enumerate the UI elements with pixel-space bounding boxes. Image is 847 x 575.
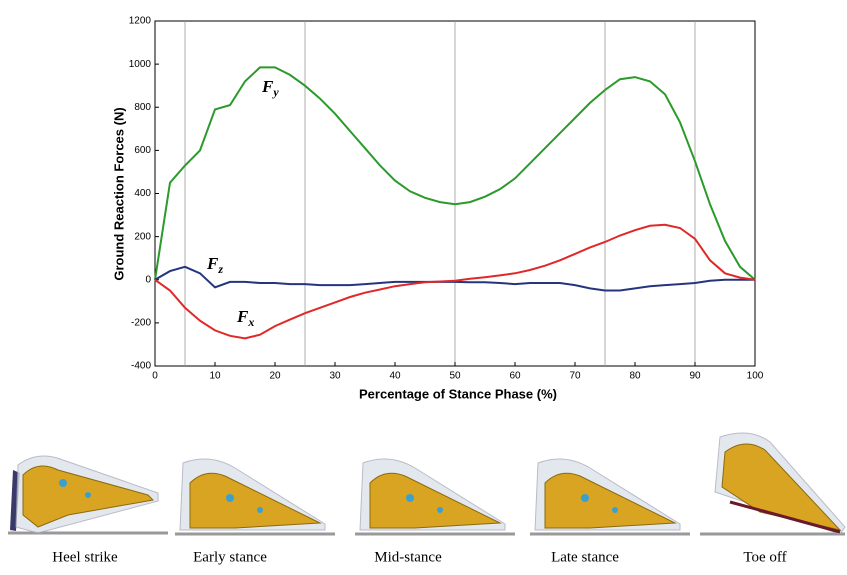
x-tick-label: 0 bbox=[152, 371, 158, 382]
x-tick-label: 100 bbox=[747, 371, 764, 382]
foot-illustrations bbox=[8, 433, 845, 534]
series-label: Fz bbox=[206, 254, 223, 276]
phase-caption: Mid-stance bbox=[374, 549, 442, 565]
x-tick-label: 10 bbox=[209, 371, 221, 382]
series-label: Fy bbox=[261, 77, 279, 99]
y-tick-label: 800 bbox=[134, 102, 151, 113]
foot-image bbox=[530, 459, 690, 534]
x-tick-label: 60 bbox=[509, 371, 521, 382]
phase-caption: Late stance bbox=[551, 549, 619, 565]
x-tick-label: 40 bbox=[389, 371, 401, 382]
x-tick-label: 80 bbox=[629, 371, 641, 382]
foot-image bbox=[355, 459, 515, 534]
x-axis-label: Percentage of Stance Phase (%) bbox=[359, 386, 557, 401]
foot-image bbox=[175, 459, 335, 534]
x-tick-label: 90 bbox=[689, 371, 701, 382]
y-tick-label: 0 bbox=[145, 274, 151, 285]
foot-image bbox=[700, 433, 845, 534]
y-tick-label: 400 bbox=[134, 188, 151, 199]
y-tick-label: 1200 bbox=[129, 16, 152, 27]
y-tick-label: -200 bbox=[131, 318, 151, 329]
y-axis-label: Ground Reaction Forces (N) bbox=[111, 107, 126, 280]
phase-caption: Early stance bbox=[193, 549, 267, 565]
x-tick-label: 20 bbox=[269, 371, 281, 382]
y-tick-label: 600 bbox=[134, 145, 151, 156]
phase-caption: Heel strike bbox=[52, 549, 118, 565]
y-tick-label: 1000 bbox=[129, 59, 152, 70]
series-label: Fx bbox=[236, 307, 254, 329]
x-tick-label: 30 bbox=[329, 371, 341, 382]
x-tick-label: 50 bbox=[449, 371, 461, 382]
y-tick-label: -400 bbox=[131, 361, 151, 372]
figure: Percentage of Stance Phase (%) Ground Re… bbox=[0, 0, 847, 570]
phase-caption: Toe off bbox=[743, 549, 786, 565]
x-tick-label: 70 bbox=[569, 371, 581, 382]
y-tick-label: 200 bbox=[134, 231, 151, 242]
foot-image bbox=[8, 456, 168, 533]
